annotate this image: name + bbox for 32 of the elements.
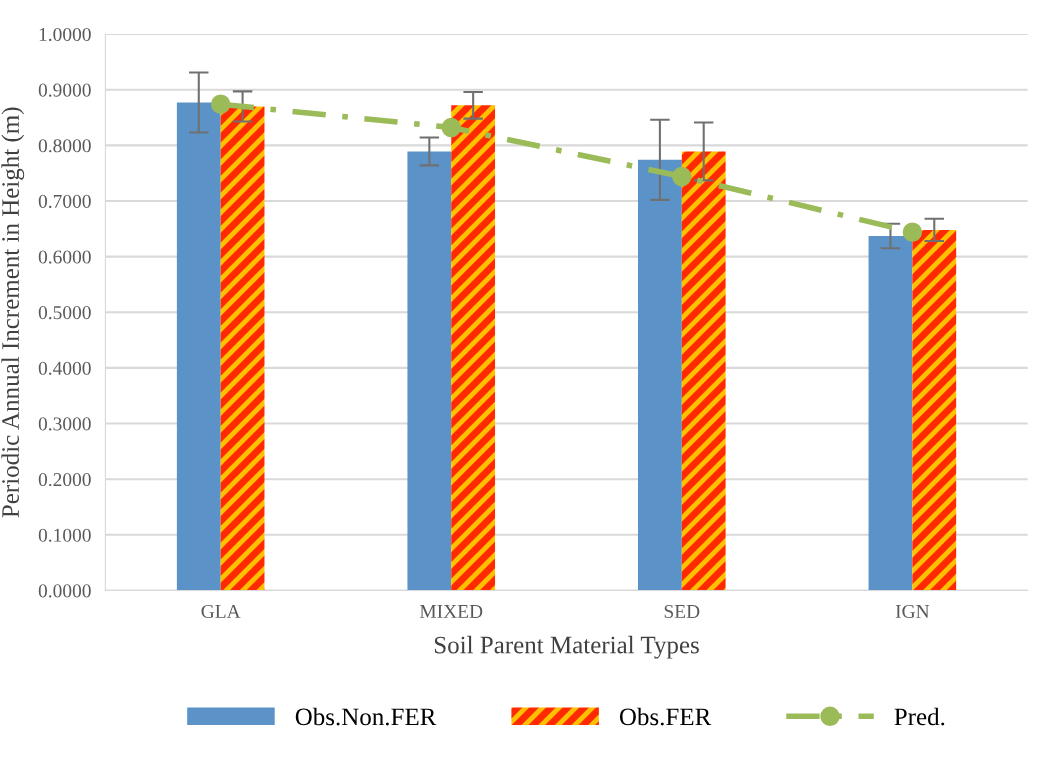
y-tick-label: 1.0000 xyxy=(39,27,91,42)
y-tick-label: 0.0000 xyxy=(38,584,91,598)
y-tick-label: 0.6000 xyxy=(38,250,91,264)
point xyxy=(441,117,461,138)
bar xyxy=(407,151,452,591)
bar xyxy=(220,106,265,591)
y-tick-label: 0.3000 xyxy=(38,417,91,431)
bar xyxy=(868,236,913,591)
legend-label: Obs.Non.FER xyxy=(295,707,437,726)
point xyxy=(902,222,923,242)
legend-label: Obs.FER xyxy=(619,707,712,726)
x-tick-label: MIXED xyxy=(419,605,483,618)
y-tick-label: 0.2000 xyxy=(38,473,91,487)
y-tick-label: 0.4000 xyxy=(38,361,91,375)
x-tick-label: IGN xyxy=(895,604,930,619)
y-tick-label: 0.7000 xyxy=(38,194,91,209)
y-tick-label: 0.8000 xyxy=(38,139,91,153)
y-tick-label: 0.5000 xyxy=(38,306,91,320)
y-tick-label: 0.9000 xyxy=(38,83,91,97)
bar xyxy=(638,159,682,591)
bar xyxy=(176,102,221,591)
x-tick-label: SED xyxy=(664,604,700,619)
legend-label: Pred. xyxy=(894,707,945,726)
bar xyxy=(681,151,726,591)
x-axis-title: Soil Parent Material Types xyxy=(434,635,699,659)
y-tick-label: 0.1000 xyxy=(38,528,91,542)
bar xyxy=(912,229,957,591)
y-axis-title: Periodic Annual Increment in Height (m) xyxy=(1,107,25,518)
x-tick-label: GLA xyxy=(201,604,241,619)
bar xyxy=(451,105,496,591)
point xyxy=(210,94,231,114)
point xyxy=(672,166,692,187)
